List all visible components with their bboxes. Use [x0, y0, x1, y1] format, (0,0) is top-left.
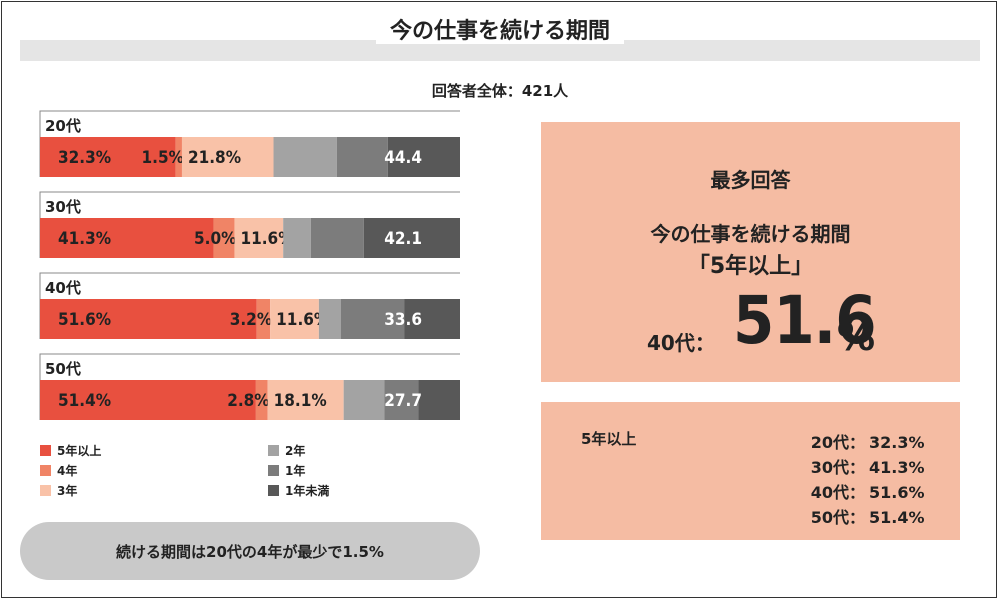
- bar-segment: [343, 380, 385, 420]
- bar-segment: [283, 218, 311, 258]
- highlight-subtitle: 今の仕事を続ける期間: [650, 222, 851, 246]
- summary-age: 50代：: [810, 508, 865, 527]
- data-label: 41.3%: [58, 229, 111, 249]
- legend-swatch-1: [268, 464, 279, 476]
- bar-segment: [336, 137, 388, 177]
- bar-segment: [181, 137, 274, 177]
- data-label: 32.3%: [58, 148, 111, 168]
- total-label: 33.6: [384, 310, 422, 330]
- legend-swatch-2: [268, 444, 279, 456]
- bar-segment: [40, 380, 256, 420]
- bar-segment: [40, 299, 257, 339]
- legend-item-2: 2年: [268, 440, 329, 460]
- category-label: 20代: [45, 117, 81, 135]
- legend-right: 2年 1年 1年未満: [268, 440, 329, 500]
- summary-title: 5年以上: [581, 430, 637, 448]
- summary-row: 40代： 51.6%: [809, 480, 925, 505]
- data-label: 2.8%: [227, 391, 269, 411]
- highlight-value: 51.6: [733, 282, 877, 359]
- bar-segment: [40, 218, 214, 258]
- summary-pct: 32.3%: [869, 433, 925, 452]
- highlight-box: 最多回答 今の仕事を続ける期間 「5年以上」 40代： 51.6 %: [541, 122, 960, 382]
- note-pill: 続ける期間は20代の4年が最少で1.5%: [20, 522, 480, 580]
- legend-label: 5年以上: [57, 443, 102, 458]
- bar-segment: [273, 137, 337, 177]
- bar-segment: [340, 299, 405, 339]
- total-label: 27.7: [384, 391, 422, 411]
- data-label: 51.4%: [58, 391, 111, 411]
- summary-list: 20代： 32.3% 30代： 41.3% 40代： 51.6% 50代： 51…: [809, 430, 925, 530]
- legend-label: 3年: [57, 483, 78, 498]
- respondent-count: 回答者全体：421人: [431, 82, 569, 100]
- legend-label: 4年: [57, 463, 78, 478]
- legend-item-3: 3年: [40, 480, 101, 500]
- summary-age: 40代：: [810, 483, 865, 502]
- bar-segment: [363, 218, 460, 258]
- total-label: 42.1: [384, 229, 422, 249]
- page-title-wrap: 今の仕事を続ける期間: [0, 18, 1000, 46]
- data-label: 11.6%: [240, 229, 293, 249]
- highlight-heading: 最多回答: [710, 168, 791, 192]
- bar-segment: [175, 137, 182, 177]
- category-label: 40代: [45, 279, 81, 297]
- summary-row: 20代： 32.3%: [809, 430, 925, 455]
- summary-age: 30代：: [810, 458, 865, 477]
- legend-swatch-4: [40, 464, 51, 476]
- bar-segment: [267, 380, 344, 420]
- total-label: 44.4: [384, 148, 422, 168]
- legend-swatch-5plus: [40, 444, 51, 456]
- bar-segment: [213, 218, 235, 258]
- highlight-unit: %: [837, 315, 876, 359]
- legend-swatch-3: [40, 484, 51, 496]
- summary-pct: 41.3%: [869, 458, 925, 477]
- bar-segment: [40, 137, 176, 177]
- bar-segment: [404, 299, 460, 339]
- legend-label: 2年: [285, 443, 306, 458]
- legend-item-under1: 1年未満: [268, 480, 329, 500]
- bar-segment: [418, 380, 460, 420]
- data-label: 18.1%: [274, 391, 327, 411]
- category-label: 50代: [45, 360, 81, 378]
- legend-item-1: 1年: [268, 460, 329, 480]
- summary-row: 50代： 51.4%: [809, 505, 925, 530]
- summary-age: 20代：: [810, 433, 865, 452]
- bar-segment: [255, 380, 268, 420]
- note-text: 続ける期間は20代の4年が最少で1.5%: [116, 542, 384, 561]
- bar-segment: [270, 299, 319, 339]
- bar-segment: [387, 137, 460, 177]
- summary-row: 30代： 41.3%: [809, 455, 925, 480]
- legend-swatch-under1: [268, 484, 279, 496]
- highlight-age-label: 40代：: [647, 331, 715, 355]
- bar-segment: [310, 218, 364, 258]
- data-label: 5.0%: [194, 229, 236, 249]
- legend-label: 1年未満: [285, 483, 330, 498]
- bar-segment: [256, 299, 271, 339]
- data-label: 11.6%: [276, 310, 329, 330]
- legend-item-4: 4年: [40, 460, 101, 480]
- category-label: 30代: [45, 198, 81, 216]
- bar-segment: [318, 299, 341, 339]
- data-label: 21.8%: [188, 148, 241, 168]
- data-label: 1.5%: [142, 148, 184, 168]
- highlight-answer: 「5年以上」: [687, 254, 814, 279]
- title-bar: [20, 40, 980, 61]
- bar-segment: [234, 218, 284, 258]
- legend-item-5plus: 5年以上: [40, 440, 101, 460]
- page-title: 今の仕事を続ける期間: [375, 19, 624, 44]
- data-label: 3.2%: [230, 310, 272, 330]
- summary-box: 5年以上 20代： 32.3% 30代： 41.3% 40代： 51.6% 50…: [541, 402, 960, 540]
- summary-pct: 51.4%: [869, 508, 925, 527]
- legend-left: 5年以上 4年 3年: [40, 440, 101, 500]
- data-label: 51.6%: [58, 310, 111, 330]
- bar-segment: [384, 380, 419, 420]
- summary-pct: 51.6%: [869, 483, 925, 502]
- legend-label: 1年: [285, 463, 306, 478]
